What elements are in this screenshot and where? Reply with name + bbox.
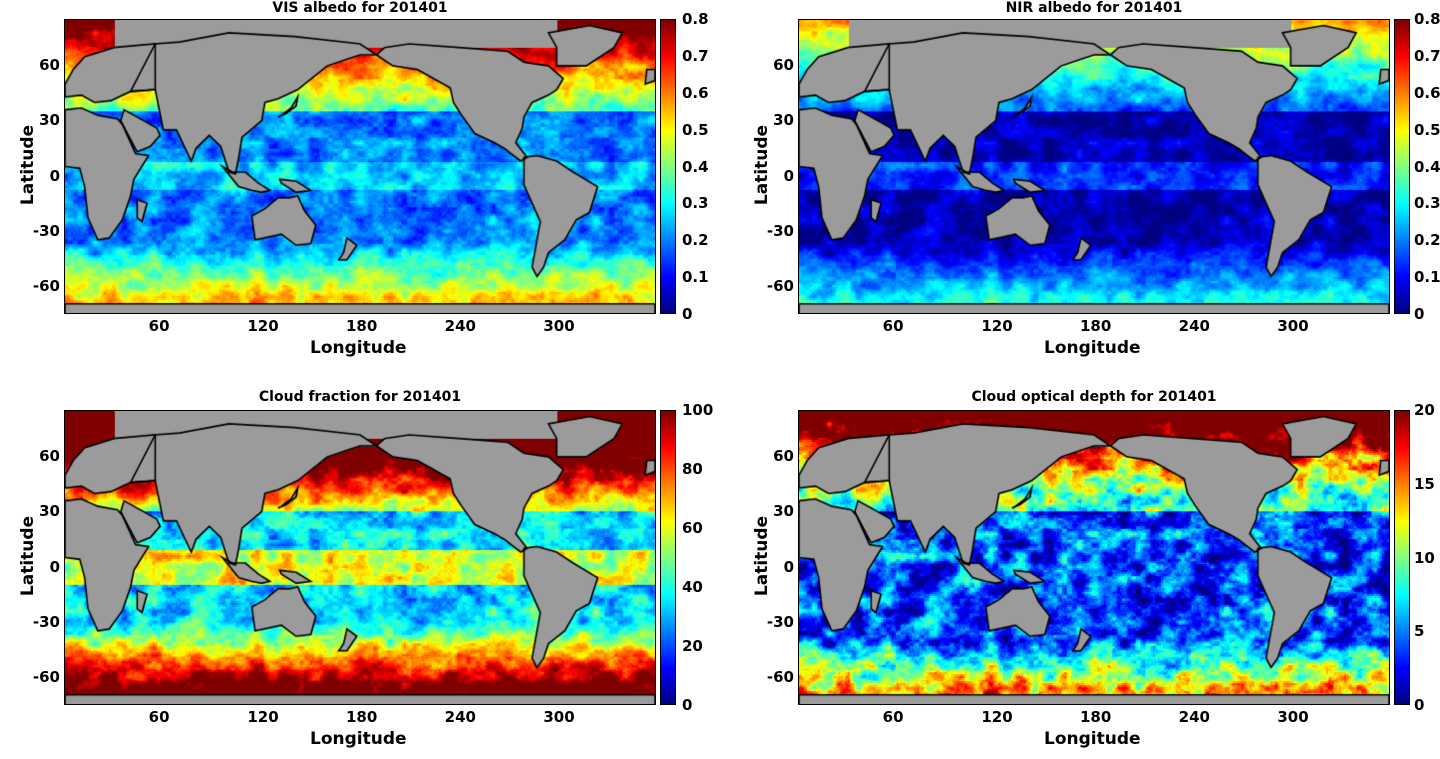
y-tick-label: 60	[39, 447, 60, 466]
y-tick-label: 60	[773, 447, 794, 466]
x-tick-label: 240	[444, 708, 476, 726]
cloud-fraction-map	[64, 410, 656, 705]
colorbar-tick-label: 0.7	[1414, 46, 1440, 65]
x-tick-label: 300	[1277, 708, 1309, 726]
y-axis-label: Latitude	[18, 124, 38, 205]
x-tick-label: 60	[148, 708, 170, 726]
colorbar-tick-label: 0.3	[682, 194, 709, 213]
y-axis-label: Latitude	[18, 515, 38, 596]
cloud-optical-depth-map	[798, 410, 1390, 705]
colorbar-tick-label: 0	[682, 696, 693, 714]
x-tick-label: 240	[1178, 317, 1210, 335]
x-tick-label: 60	[148, 317, 170, 335]
colorbar-tick-label: 0.4	[682, 157, 709, 176]
colorbar-tick-label: 0	[1414, 696, 1425, 714]
y-tick-label: -60	[32, 277, 60, 296]
panel-title: Cloud optical depth for 201401	[971, 389, 1217, 405]
colorbar-tick-label: 0.8	[682, 10, 709, 28]
y-tick-label: -60	[766, 668, 794, 687]
x-tick-label: 120	[981, 317, 1013, 335]
colorbar	[1394, 410, 1410, 705]
x-tick-label: 60	[882, 708, 904, 726]
vis-albedo-map	[64, 19, 656, 314]
colorbar-tick-label: 20	[1414, 401, 1435, 419]
y-tick-label: 30	[773, 502, 794, 521]
x-tick-label: 120	[247, 317, 279, 335]
y-tick-label: -60	[766, 277, 794, 296]
colorbar-tick-label: 20	[682, 637, 703, 655]
colorbar-tick-label: 40	[682, 578, 703, 596]
panel-title: VIS albedo for 201401	[272, 0, 448, 16]
x-tick-label: 60	[882, 317, 904, 335]
colorbar-tick-label: 0.5	[682, 120, 709, 139]
colorbar-tick-label: 100	[682, 401, 714, 419]
colorbar	[660, 19, 676, 314]
colorbar-tick-label: 15	[1414, 474, 1435, 493]
y-tick-label: -60	[32, 668, 60, 687]
colorbar	[660, 410, 676, 705]
colorbar-tick-label: 0.2	[682, 231, 709, 250]
colorbar-tick-label: 0.6	[682, 83, 709, 102]
y-tick-label: 30	[39, 502, 60, 521]
y-axis-label: Latitude	[752, 124, 772, 205]
colorbar-tick-label: 0.4	[1414, 157, 1440, 176]
colorbar-tick-label: 60	[682, 519, 703, 537]
colorbar-tick-label: 0.6	[1414, 83, 1440, 102]
x-tick-label: 300	[543, 708, 575, 726]
y-tick-label: -30	[32, 613, 60, 632]
y-axis-label: Latitude	[752, 515, 772, 596]
nir-albedo-map	[798, 19, 1390, 314]
y-tick-label: 0	[49, 166, 60, 185]
panel-title: NIR albedo for 201401	[1005, 0, 1183, 16]
colorbar-tick-label: 0.3	[1414, 194, 1440, 213]
colorbar-tick-label: 80	[682, 460, 703, 478]
y-tick-label: -30	[32, 222, 60, 241]
panel-title: Cloud fraction for 201401	[258, 389, 462, 405]
x-tick-label: 180	[1080, 317, 1112, 335]
x-tick-label: 120	[981, 708, 1013, 726]
colorbar-tick-label: 0.2	[1414, 231, 1440, 250]
x-axis-label: Longitude	[1044, 338, 1141, 358]
colorbar-tick-label: 0.8	[1414, 10, 1440, 28]
x-axis-label: Longitude	[1044, 729, 1141, 749]
x-tick-label: 300	[543, 317, 575, 335]
y-tick-label: -30	[766, 222, 794, 241]
colorbar-tick-label: 0.5	[1414, 120, 1440, 139]
x-axis-label: Longitude	[310, 729, 407, 749]
colorbar-tick-label: 0.1	[682, 268, 709, 287]
colorbar	[1394, 19, 1410, 314]
x-tick-label: 300	[1277, 317, 1309, 335]
colorbar-tick-label: 0	[1414, 305, 1425, 323]
colorbar-tick-label: 0.1	[1414, 268, 1440, 287]
x-tick-label: 180	[1080, 708, 1112, 726]
colorbar-tick-label: 0	[682, 305, 693, 323]
x-tick-label: 240	[444, 317, 476, 335]
colorbar-tick-label: 0.7	[682, 46, 709, 65]
x-tick-label: 180	[346, 317, 378, 335]
y-tick-label: 30	[39, 111, 60, 130]
y-tick-label: 0	[783, 166, 794, 185]
x-tick-label: 180	[346, 708, 378, 726]
y-tick-label: 60	[773, 56, 794, 75]
y-tick-label: 0	[783, 557, 794, 576]
y-tick-label: 0	[49, 557, 60, 576]
colorbar-tick-label: 5	[1414, 622, 1425, 641]
colorbar-tick-label: 10	[1414, 548, 1435, 567]
y-tick-label: -30	[766, 613, 794, 632]
x-axis-label: Longitude	[310, 338, 407, 358]
x-tick-label: 240	[1178, 708, 1210, 726]
x-tick-label: 120	[247, 708, 279, 726]
y-tick-label: 60	[39, 56, 60, 75]
y-tick-label: 30	[773, 111, 794, 130]
